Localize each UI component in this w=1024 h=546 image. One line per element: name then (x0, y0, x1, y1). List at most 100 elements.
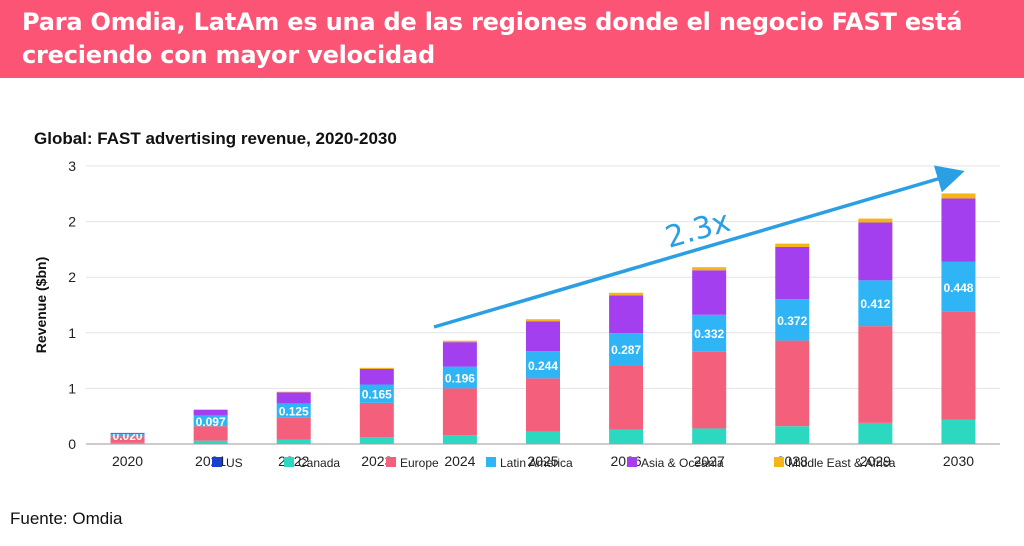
bar-segment (110, 432, 145, 434)
x-tick-label: 2027 (694, 453, 725, 469)
legend-swatch (774, 457, 784, 467)
x-tick-label: 2020 (112, 453, 143, 469)
data-label: 0.020 (113, 429, 143, 443)
bar-segment (110, 436, 145, 443)
bar-segment (276, 403, 311, 418)
data-label: 0.097 (196, 415, 226, 429)
bar-segment (276, 439, 311, 444)
bar-segment (692, 314, 727, 352)
bar-segment (941, 198, 976, 262)
legend-swatch (627, 457, 637, 467)
bar-segment (193, 440, 228, 444)
bars: 0.020 0.097 0.125 0.165 0.196 0.244 0.287 0.332… (110, 193, 976, 444)
x-tick-label: 2024 (444, 453, 475, 469)
legend-label: US (226, 456, 243, 470)
legend-label: Canada (298, 456, 340, 470)
data-label: 0.244 (528, 359, 558, 373)
bar-segment (526, 351, 560, 379)
bar-segment (692, 428, 727, 444)
x-tick-label: 2026 (611, 453, 642, 469)
bar-segment (276, 391, 311, 393)
gridlines (86, 165, 1000, 445)
data-label: 0.448 (943, 281, 973, 295)
bar-segment (359, 384, 394, 403)
legend-swatch (486, 457, 496, 467)
bar-segment (442, 342, 477, 367)
data-label: 0.165 (362, 388, 392, 402)
bar-segment (609, 295, 644, 334)
bar-segment (442, 388, 477, 436)
bar-segment (526, 321, 560, 352)
growth-arrow (433, 165, 965, 329)
data-label: 0.332 (694, 327, 724, 341)
x-tick-label: 2025 (527, 453, 558, 469)
bar-segment (276, 392, 311, 404)
y-tick-label: 3 (68, 158, 76, 174)
bar-segment (526, 431, 560, 444)
bar-segment (609, 365, 644, 430)
bar-segment (775, 246, 810, 300)
bar-segment (359, 367, 394, 369)
legend-swatch (212, 457, 222, 467)
bar-segment (442, 435, 477, 444)
bar-segment (193, 409, 228, 410)
bar-segment (526, 378, 560, 432)
bar-segment (692, 351, 727, 429)
bar-segment (526, 319, 560, 322)
y-tick-label: 2 (68, 214, 76, 230)
bar-segment (609, 333, 644, 366)
legend-label: Europe (400, 456, 439, 470)
bar-segment (276, 417, 311, 440)
y-tick-label: 2 (68, 269, 76, 285)
bar-segment (609, 292, 644, 296)
bar-segment (692, 270, 727, 315)
bar-segment (775, 426, 810, 444)
bar-segment (609, 429, 644, 444)
legend: US Canada Europe Latin America Asia & Oceani… (212, 456, 896, 470)
growth-annotation-label: 2.3x (662, 204, 735, 256)
bar-segment (858, 222, 893, 281)
bar-segment (110, 442, 145, 444)
x-tick-label: 2030 (943, 453, 974, 469)
bar-segment (193, 426, 228, 441)
legend-label: Middle East & Africa (788, 456, 896, 470)
x-tick-label: 2028 (777, 453, 808, 469)
legend-label: Latin America (500, 456, 573, 470)
y-axis-label: Revenue ($bn) (33, 257, 49, 353)
bar-segment (193, 409, 228, 416)
x-tick-label: 2029 (860, 453, 891, 469)
legend-swatch (386, 457, 396, 467)
data-label: 0.287 (611, 343, 641, 357)
bar-segment (775, 299, 810, 341)
bar-segment (858, 218, 893, 223)
bar-segment (858, 280, 893, 327)
bar-segment (359, 402, 394, 438)
title-banner: Para Omdia, LatAm es una de las regiones… (0, 0, 1024, 78)
data-label: 0.412 (860, 297, 890, 311)
bar-segment (775, 243, 810, 247)
bar-segment (442, 340, 477, 343)
bar-segment (858, 326, 893, 423)
legend-label: Asia & Oceania (641, 456, 724, 470)
chart-title: Global: FAST advertising revenue, 2020-2… (34, 129, 397, 148)
bar-segment (858, 422, 893, 444)
y-tick-label: 1 (68, 325, 76, 341)
source-note: Fuente: Omdia (10, 509, 123, 528)
x-tick-label: 2023 (361, 453, 392, 469)
bar-segment (692, 267, 727, 271)
bar-segment (941, 419, 976, 444)
bar-segment (359, 437, 394, 444)
bar-segment (359, 368, 394, 385)
bar-segment (941, 193, 976, 199)
data-label: 0.196 (445, 372, 475, 386)
data-label: 0.372 (777, 314, 807, 328)
banner-title: Para Omdia, LatAm es una de las regiones… (22, 8, 963, 69)
bar-segment (442, 366, 477, 389)
bar-segment (941, 311, 976, 420)
bar-segment (775, 340, 810, 427)
bar-segment (110, 433, 145, 437)
bar-segment (193, 415, 228, 427)
y-axis-ticks: 0 1 1 2 2 3 (68, 158, 76, 452)
y-tick-label: 1 (68, 380, 76, 396)
